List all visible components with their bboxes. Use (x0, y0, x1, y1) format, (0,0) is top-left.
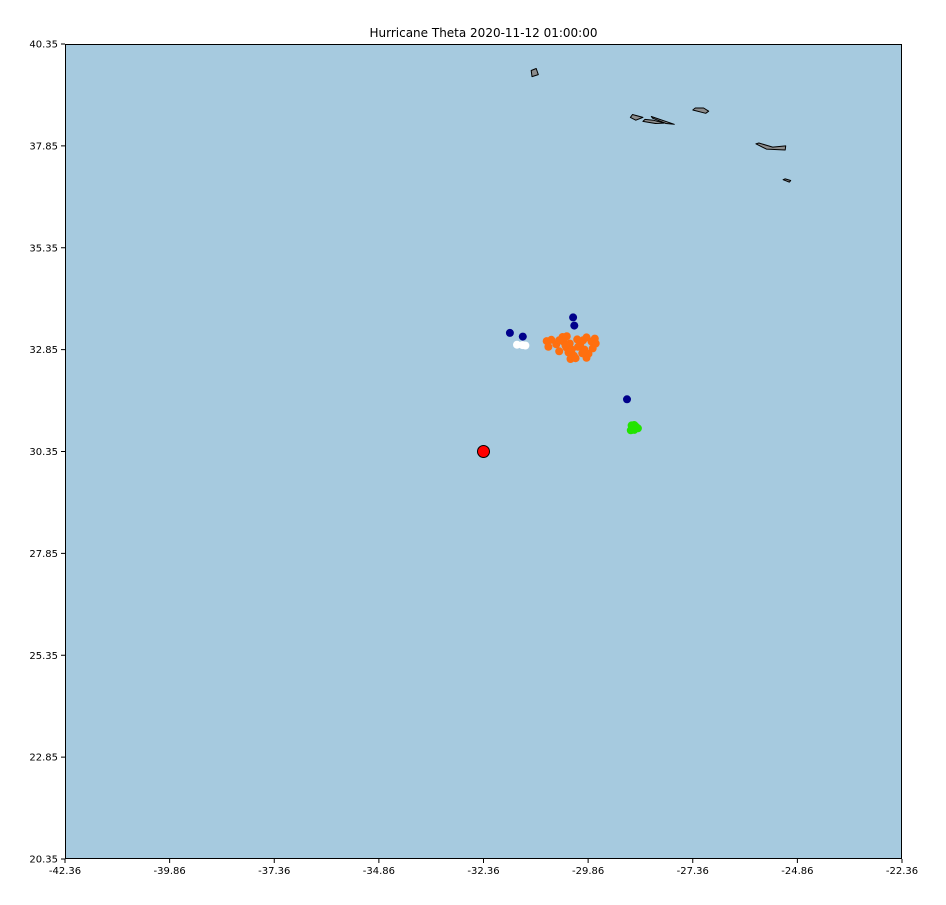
island (642, 118, 665, 124)
x-tick-label: -32.36 (467, 866, 499, 877)
scatter-point (555, 336, 564, 345)
island (650, 116, 675, 125)
ensemble-points (505, 313, 642, 435)
y-axis: 20.35 22.85 25.35 27.85 30.35 32.85 35.35 37.85… (29, 40, 65, 866)
scatter-point (555, 347, 564, 356)
scatter-point (518, 332, 527, 341)
x-tick-label: -27.36 (677, 866, 709, 877)
scatter-point (521, 341, 530, 350)
plot-frame (65, 44, 902, 859)
x-tick-label: -37.36 (258, 866, 290, 877)
scatter-point (570, 321, 579, 330)
island (629, 114, 644, 121)
scatter-point (573, 335, 582, 344)
scatter-point (630, 425, 639, 434)
scatter-point (571, 354, 580, 363)
x-tick-label: -22.36 (886, 866, 918, 877)
y-tick-label: 40.35 (29, 40, 58, 51)
island (692, 107, 710, 114)
chart-title: Hurricane Theta 2020-11-12 01:00:00 (369, 26, 598, 40)
y-tick-label: 30.35 (29, 447, 58, 458)
scatter-point (623, 395, 631, 404)
y-tick-label: 37.85 (29, 141, 58, 152)
y-tick-label: 35.35 (29, 243, 58, 254)
storm-center-point (477, 445, 490, 458)
storm-center-layer (477, 445, 490, 458)
scatter-point (574, 342, 583, 351)
scatter-point (561, 341, 570, 350)
land-layer (530, 68, 792, 183)
scatter-point (588, 344, 597, 353)
x-tick-label: -24.86 (781, 866, 813, 877)
x-tick-label: -34.86 (363, 866, 395, 877)
scatter-point (578, 349, 587, 358)
scatter-point (505, 328, 514, 337)
x-tick-label: -42.36 (49, 866, 81, 877)
scatter-point (569, 313, 578, 322)
island (782, 178, 792, 183)
x-axis: -42.36 -39.86 -37.36 -34.86 -32.36 -29.86 -27.… (49, 859, 918, 877)
island (530, 68, 539, 78)
y-tick-label: 27.85 (29, 549, 58, 560)
y-tick-label: 20.35 (29, 855, 58, 866)
island (755, 142, 787, 151)
scatter-point (544, 342, 553, 351)
x-tick-label: -39.86 (154, 866, 186, 877)
x-tick-label: -29.86 (572, 866, 604, 877)
y-tick-label: 32.85 (29, 345, 58, 356)
y-tick-label: 25.35 (29, 651, 58, 662)
y-tick-label: 22.85 (29, 753, 58, 764)
